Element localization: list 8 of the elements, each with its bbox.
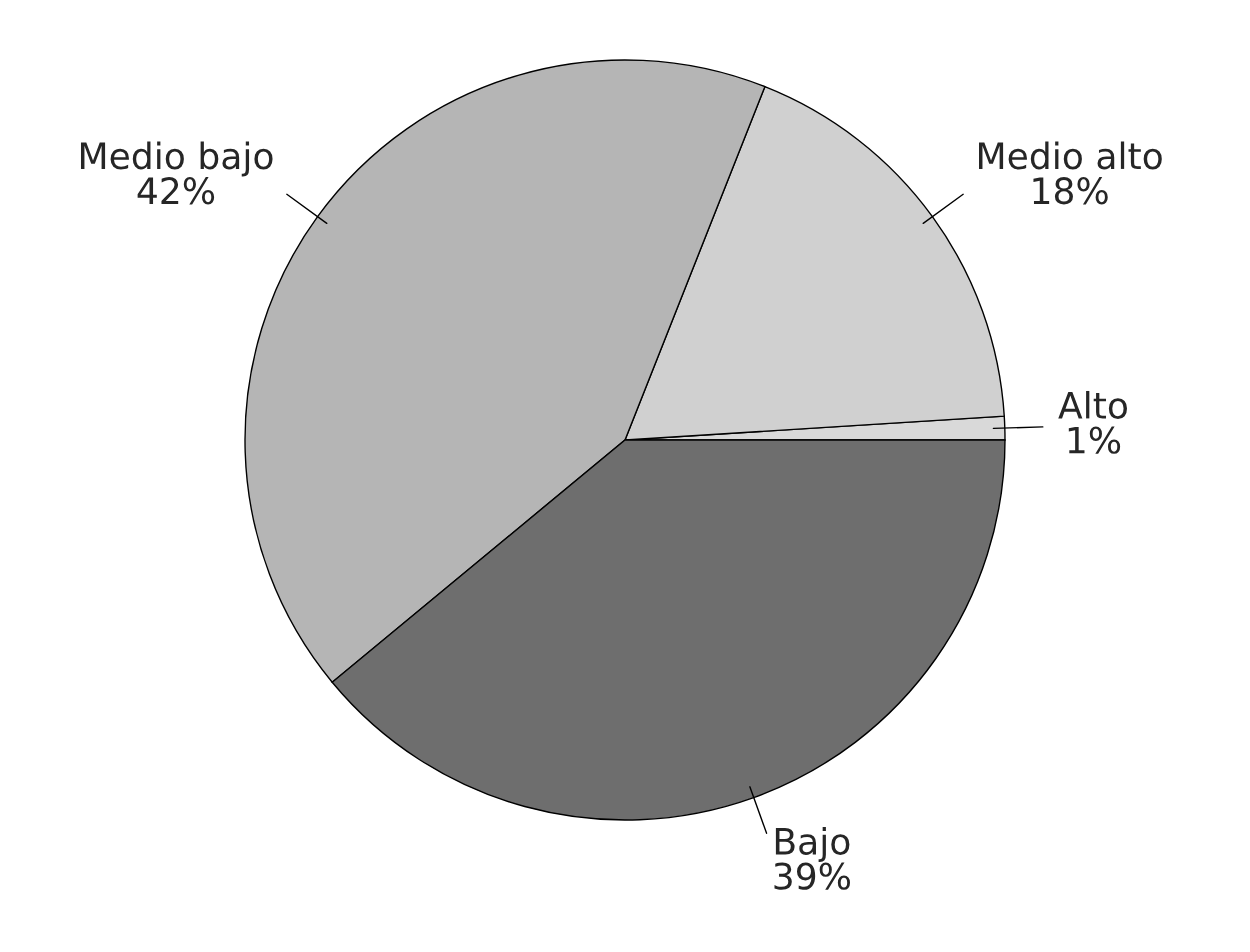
data-label: 39% — [774, 862, 851, 890]
data-label: 42% — [137, 177, 215, 205]
data-label: 18% — [1033, 177, 1108, 205]
slice-label: Medio bajo — [80, 141, 273, 177]
slice-label: Alto — [1058, 390, 1127, 419]
slice-label: Medio alto — [979, 141, 1162, 170]
data-label: 1% — [1068, 426, 1121, 454]
slice-label: Bajo — [775, 826, 850, 862]
